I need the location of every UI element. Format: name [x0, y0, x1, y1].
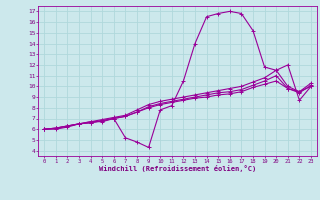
X-axis label: Windchill (Refroidissement éolien,°C): Windchill (Refroidissement éolien,°C)	[99, 165, 256, 172]
